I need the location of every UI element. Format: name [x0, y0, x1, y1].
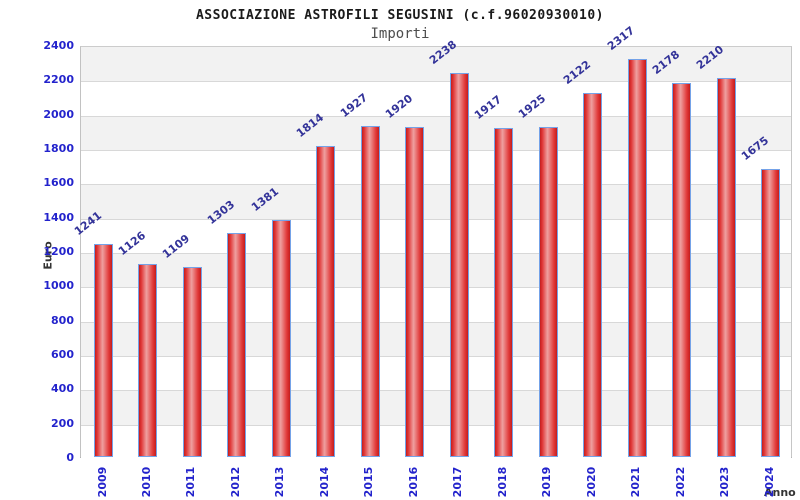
plot-band	[81, 47, 791, 82]
bar-2023	[716, 77, 736, 457]
bar-2021	[627, 59, 647, 457]
y-tick-label: 1800	[43, 142, 74, 155]
bar-2010	[138, 263, 158, 457]
y-tick-label: 1600	[43, 176, 74, 190]
bar-2018	[494, 127, 514, 457]
plot-area: 1241 1126 1109 1303 1381 1814 1927 1920 2238 1917…	[71, 24, 792, 459]
y-tick-label: 200	[51, 416, 74, 430]
x-tick-label: 2013	[273, 466, 287, 498]
y-tick-label: 0	[66, 451, 74, 464]
gridline	[81, 287, 791, 289]
x-tick-label: 2016	[406, 466, 420, 498]
bar-2024	[761, 169, 780, 457]
x-tick-label: 2015	[362, 466, 376, 498]
gridline	[81, 356, 791, 357]
x-tick-label: 2010	[139, 466, 153, 498]
x-axis-title: Anno	[764, 486, 796, 499]
bar-2022	[672, 83, 692, 457]
x-tick-label: 2012	[228, 466, 242, 498]
y-tick-label: 2000	[43, 107, 74, 121]
bar-2013	[271, 219, 291, 457]
bar-2014	[316, 145, 336, 457]
y-tick-label: 1000	[43, 279, 74, 293]
y-tick-label: 1400	[43, 210, 74, 224]
x-tick-label: 2019	[540, 466, 554, 498]
y-tick-label: 600	[51, 348, 74, 361]
y-tick-label: 2400	[43, 39, 74, 52]
y-tick-label: 2200	[43, 73, 74, 87]
gridline	[81, 115, 791, 117]
x-tick-label: 2023	[718, 466, 732, 498]
x-tick-label: 2018	[495, 466, 509, 498]
bar-2017	[449, 72, 469, 457]
bar-2011	[182, 266, 202, 457]
y-tick-label: 800	[51, 313, 74, 327]
gridline	[81, 321, 791, 323]
chart-subtitle: Importi	[370, 26, 430, 42]
gridline	[81, 218, 791, 220]
gridline	[81, 424, 791, 426]
x-tick-label: 2024	[762, 466, 776, 498]
y-tick-label: 1200	[43, 245, 74, 258]
bar-2016	[405, 127, 425, 457]
x-tick-label: 2020	[584, 466, 598, 498]
bar-2019	[538, 126, 558, 457]
x-tick-label: 2017	[451, 466, 465, 498]
gridline	[81, 150, 791, 151]
bar-2009	[94, 243, 113, 457]
chart-title: ASSOCIAZIONE ASTROFILI SEGUSINI (c.f.960…	[195, 8, 604, 23]
gridline	[81, 81, 791, 83]
gridline	[81, 390, 791, 392]
x-tick-label: 2009	[95, 466, 109, 498]
gridline	[81, 184, 791, 186]
x-tick-label: 2022	[673, 466, 687, 498]
gridline	[81, 253, 791, 254]
y-tick-label: 400	[51, 382, 74, 396]
bar-2015	[360, 126, 380, 457]
x-tick-label: 2014	[317, 466, 331, 498]
x-tick-label: 2021	[629, 466, 643, 498]
x-tick-label: 2011	[184, 466, 198, 498]
bar-2020	[583, 92, 603, 457]
bar-2012	[227, 233, 247, 457]
